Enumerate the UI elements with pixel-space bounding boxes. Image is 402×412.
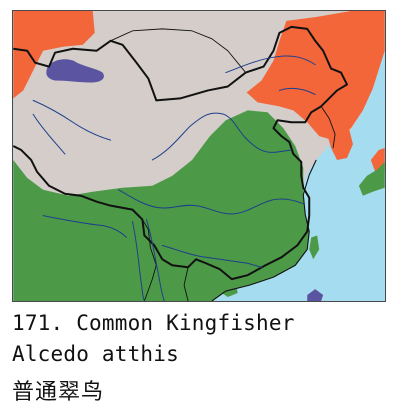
internal-border-southwest	[142, 219, 157, 301]
species-latin-name: Alcedo atthis	[12, 342, 179, 366]
resident-range-japan	[358, 161, 385, 196]
river-yellow	[151, 112, 292, 161]
resident-range-taiwan	[309, 235, 320, 260]
resident-range	[13, 110, 310, 301]
breeding-range-korea	[327, 116, 353, 160]
range-map	[12, 10, 386, 302]
breeding-range-northeast	[246, 11, 385, 141]
species-chinese-name: 普通翠鸟	[12, 380, 105, 405]
river-salween	[131, 221, 145, 301]
national-border	[13, 25, 348, 281]
wintering-range-south	[307, 289, 324, 301]
breeding-range-northwest	[13, 11, 95, 99]
internal-border-indochina	[183, 267, 189, 301]
river-songhua	[278, 87, 316, 95]
river-west-tributary	[32, 99, 112, 141]
internal-border-korea	[320, 106, 336, 149]
river-mekong	[145, 219, 165, 301]
river-pearl	[161, 244, 263, 268]
river-yangtze	[118, 189, 304, 215]
coastline	[211, 159, 317, 301]
river-brahmaputra	[42, 215, 127, 238]
species-number-and-english-name: 171. Common Kingfisher	[12, 311, 295, 335]
range-map-svg	[13, 11, 385, 301]
river-amur	[225, 55, 316, 74]
wintering-range-northwest	[46, 59, 104, 83]
internal-border-mongolia	[110, 28, 247, 73]
river-tarim	[32, 113, 66, 155]
